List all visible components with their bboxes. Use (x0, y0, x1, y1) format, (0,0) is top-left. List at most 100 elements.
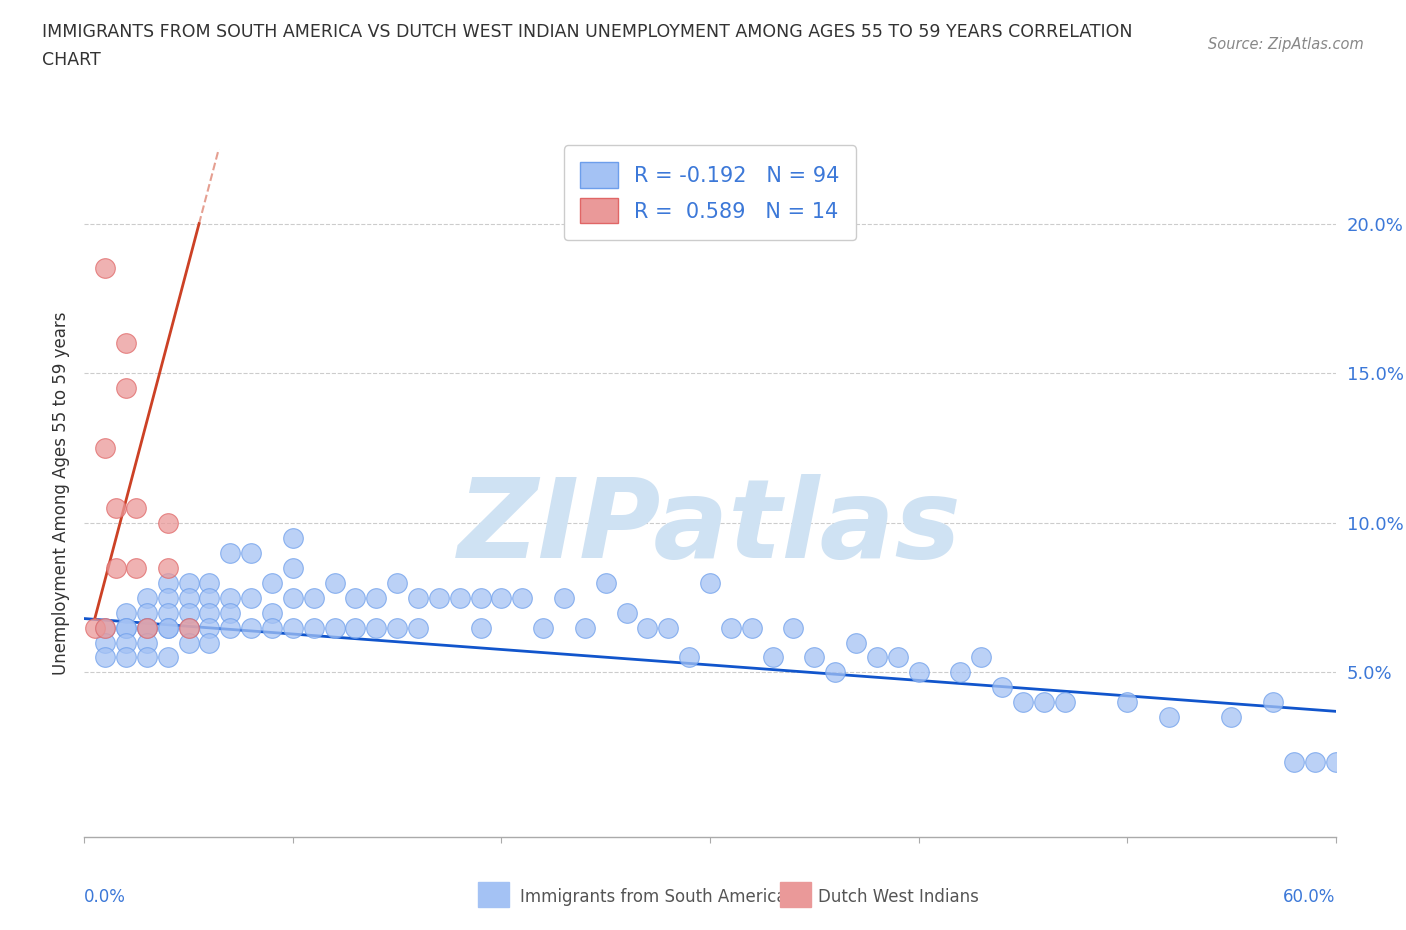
Point (198, 591, 221, 605)
Point (385, 576, 409, 591)
Point (104, 560, 127, 575)
Point (135, 620, 157, 635)
Point (427, 591, 450, 605)
Point (302, 591, 325, 605)
Text: Immigrants from South America: Immigrants from South America (520, 888, 787, 907)
Point (94, 620, 117, 635)
Point (887, 650, 910, 665)
Point (595, 576, 617, 591)
Point (281, 591, 304, 605)
Point (553, 591, 575, 605)
Point (1012, 695, 1035, 710)
Point (240, 545, 263, 560)
Point (177, 620, 200, 635)
Point (470, 591, 492, 605)
Point (156, 620, 179, 635)
Point (824, 665, 846, 680)
Point (1324, 755, 1347, 770)
Point (281, 620, 304, 635)
Point (1157, 710, 1180, 724)
Point (262, 620, 284, 635)
Point (219, 620, 242, 635)
Point (135, 635, 157, 650)
Point (94, 620, 117, 635)
Point (991, 680, 1014, 695)
Point (1282, 755, 1305, 770)
Point (344, 591, 367, 605)
Text: 60.0%: 60.0% (1284, 888, 1336, 906)
Point (135, 591, 157, 605)
Point (281, 560, 304, 575)
Point (512, 591, 534, 605)
Point (156, 591, 179, 605)
Point (1220, 710, 1243, 724)
Point (177, 620, 200, 635)
Point (240, 620, 263, 635)
Point (135, 620, 157, 635)
Point (907, 665, 929, 680)
Point (94, 650, 117, 665)
Point (491, 591, 513, 605)
Point (104, 500, 127, 515)
Point (156, 650, 179, 665)
Point (125, 500, 148, 515)
Text: ZIPatlas: ZIPatlas (458, 473, 962, 581)
Point (406, 620, 429, 635)
Legend: R = -0.192   N = 94, R =  0.589   N = 14: R = -0.192 N = 94, R = 0.589 N = 14 (564, 145, 856, 240)
Point (574, 620, 596, 635)
Point (177, 591, 200, 605)
Point (699, 576, 721, 591)
Point (156, 515, 179, 530)
Point (198, 620, 221, 635)
Text: 0.0%: 0.0% (84, 888, 127, 906)
Point (219, 605, 242, 620)
Point (678, 650, 700, 665)
Point (115, 336, 138, 351)
Point (156, 605, 179, 620)
Point (323, 620, 346, 635)
Point (156, 620, 179, 635)
Point (94, 261, 117, 276)
Text: Source: ZipAtlas.com: Source: ZipAtlas.com (1208, 37, 1364, 52)
Point (616, 605, 638, 620)
Point (741, 620, 763, 635)
Point (198, 635, 221, 650)
Point (845, 635, 868, 650)
Point (135, 605, 157, 620)
Point (83, 620, 105, 635)
Point (1261, 695, 1284, 710)
Point (135, 650, 157, 665)
Point (115, 380, 138, 395)
Point (470, 620, 492, 635)
Point (115, 620, 138, 635)
Point (1032, 695, 1054, 710)
Point (866, 650, 889, 665)
Point (782, 620, 804, 635)
Point (385, 620, 409, 635)
Point (803, 650, 825, 665)
Point (115, 620, 138, 635)
Point (637, 620, 659, 635)
Point (135, 620, 157, 635)
Point (198, 576, 221, 591)
Point (302, 620, 325, 635)
Point (344, 620, 367, 635)
Point (406, 591, 429, 605)
Point (94, 635, 117, 650)
Point (262, 605, 284, 620)
Point (156, 560, 179, 575)
Point (198, 605, 221, 620)
Point (949, 665, 972, 680)
Point (219, 545, 242, 560)
Point (125, 560, 148, 575)
Text: IMMIGRANTS FROM SOUTH AMERICA VS DUTCH WEST INDIAN UNEMPLOYMENT AMONG AGES 55 TO: IMMIGRANTS FROM SOUTH AMERICA VS DUTCH W… (42, 23, 1133, 41)
Point (115, 605, 138, 620)
Point (970, 650, 993, 665)
Point (1303, 755, 1326, 770)
Point (115, 650, 138, 665)
Y-axis label: Unemployment Among Ages 55 to 59 years: Unemployment Among Ages 55 to 59 years (52, 312, 70, 674)
Point (281, 530, 304, 545)
Text: CHART: CHART (42, 51, 101, 69)
Point (177, 605, 200, 620)
Point (323, 576, 346, 591)
